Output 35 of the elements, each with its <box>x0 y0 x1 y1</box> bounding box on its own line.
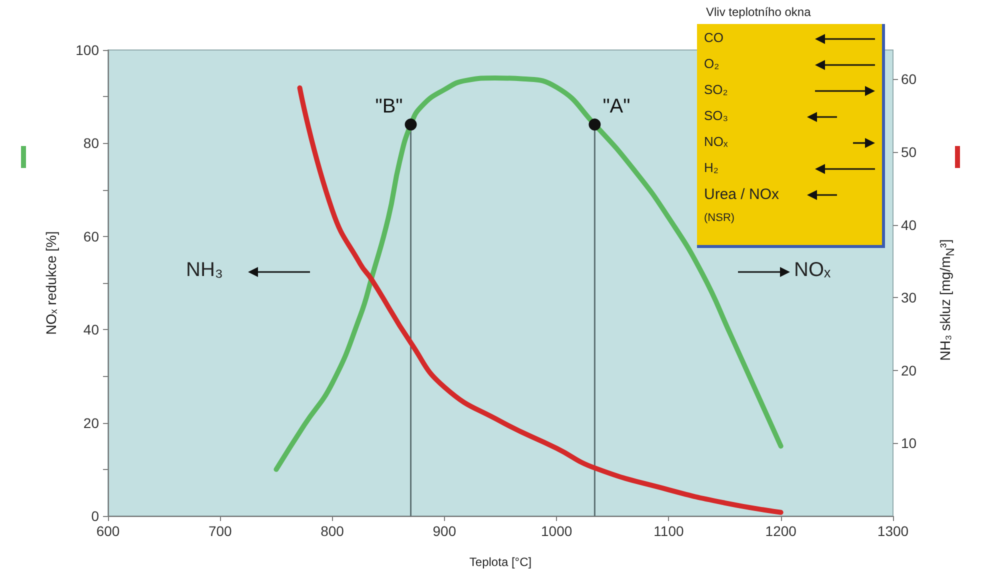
y-tick-label: 0 <box>91 508 100 524</box>
x-tick-label: 600 <box>96 523 120 539</box>
y2-tick-label: 20 <box>901 362 917 378</box>
annotation: Urea / NOx <box>704 186 780 203</box>
y2-tick-label: 30 <box>901 290 917 306</box>
y2-tick-label: 10 <box>901 435 917 452</box>
x-tick-label: 1300 <box>877 523 909 539</box>
annotation: O₂ <box>704 56 720 71</box>
y2-tick-label: 60 <box>901 71 917 88</box>
annotation: "A" <box>602 96 630 118</box>
annotation: NOₓ <box>794 259 831 282</box>
x-tick-label: 1100 <box>654 523 684 539</box>
text: Vliv teplotního okna <box>706 5 811 19</box>
x-tick-label: 900 <box>432 523 456 539</box>
y-tick-label: 80 <box>83 135 100 152</box>
y-tick-label: 60 <box>83 228 100 244</box>
y-tick-label: 40 <box>83 322 100 338</box>
annotation: NOₓ <box>704 134 728 149</box>
text: CO <box>704 30 724 45</box>
annotation: (NSR) <box>704 212 735 224</box>
y-axis-title: NOₓ redukce [%] <box>43 231 59 335</box>
y2-tick-label: 40 <box>901 216 917 233</box>
y-tick-label: 100 <box>76 42 100 58</box>
annotation: NH₃ <box>186 259 224 282</box>
y2-tick-label: 50 <box>901 144 917 160</box>
annotation: SO₃ <box>704 108 728 123</box>
x-axis-title: Teplota [°C] <box>469 555 532 569</box>
x-tick-label: 1000 <box>540 523 572 539</box>
annotation: H₂ <box>704 160 718 175</box>
x-tick-label: 800 <box>320 523 344 539</box>
y-tick-label: 20 <box>83 414 100 431</box>
annotation: "B" <box>375 96 403 118</box>
annotation: SO₂ <box>704 82 728 97</box>
x-tick-label: 1200 <box>765 523 797 539</box>
x-tick-label: 700 <box>208 523 232 539</box>
